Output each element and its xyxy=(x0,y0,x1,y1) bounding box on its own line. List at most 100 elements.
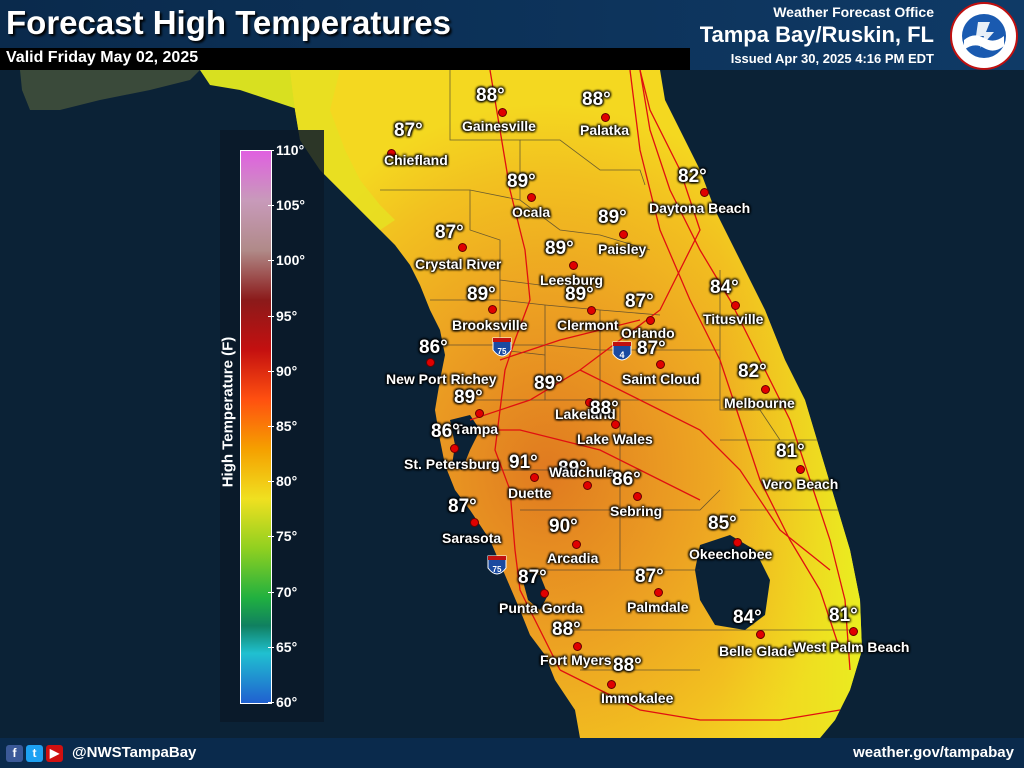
city-name: New Port Richey xyxy=(386,371,497,387)
legend-tick-label: 60° xyxy=(276,694,298,710)
city-temperature: 84° xyxy=(733,607,762,628)
legend-tick-label: 100° xyxy=(276,252,305,269)
city-marker xyxy=(607,680,616,689)
city-marker xyxy=(587,306,596,315)
city-temperature: 87° xyxy=(635,566,664,587)
city-marker xyxy=(530,473,539,482)
website-link[interactable]: weather.gov/tampabay xyxy=(853,744,1014,761)
city-marker xyxy=(470,518,479,527)
city-name: Wauchula xyxy=(549,464,615,480)
nws-logo-icon xyxy=(950,2,1018,70)
social-icons: f t ▶ xyxy=(6,745,63,763)
city-temperature: 89° xyxy=(565,284,594,305)
city-marker xyxy=(849,627,858,636)
city-temperature: 90° xyxy=(549,516,578,537)
city-marker xyxy=(654,588,663,597)
city-name: Vero Beach xyxy=(762,476,839,492)
twitter-icon[interactable]: t xyxy=(26,745,43,762)
facebook-icon[interactable]: f xyxy=(6,745,23,762)
city-marker xyxy=(601,113,610,122)
city-temperature: 89° xyxy=(598,207,627,228)
legend-title: High Temperature (F) xyxy=(219,336,237,488)
city-marker xyxy=(585,398,594,407)
interstate-75-label: 75 xyxy=(498,347,507,356)
city-temperature: 86° xyxy=(612,469,641,490)
legend-tick-label: 105° xyxy=(276,197,305,214)
city-temperature: 89° xyxy=(467,284,496,305)
city-name: Immokalee xyxy=(601,690,674,706)
city-temperature: 89° xyxy=(454,387,483,408)
city-temperature: 87° xyxy=(637,338,666,359)
city-marker xyxy=(488,305,497,314)
city-marker xyxy=(611,420,620,429)
city-temperature: 84° xyxy=(710,277,739,298)
city-marker xyxy=(527,193,536,202)
social-handle[interactable]: @NWSTampaBay xyxy=(72,744,197,761)
city-temperature: 88° xyxy=(613,655,642,676)
city-temperature: 81° xyxy=(829,605,858,626)
city-marker xyxy=(756,630,765,639)
city-temperature: 89° xyxy=(545,238,574,259)
legend-tick-label: 80° xyxy=(276,473,298,490)
city-temperature: 82° xyxy=(678,166,707,187)
legend-tick-label: 90° xyxy=(276,362,298,379)
youtube-icon[interactable]: ▶ xyxy=(46,745,63,762)
valid-date-bar xyxy=(0,48,690,70)
city-name: Okeechobee xyxy=(689,546,773,562)
legend-tick-mark xyxy=(268,315,274,317)
city-name: Chiefland xyxy=(384,152,448,168)
city-temperature: 86° xyxy=(419,337,448,358)
city-marker xyxy=(426,358,435,367)
city-marker xyxy=(498,108,507,117)
city-temperature: 86° xyxy=(431,421,460,442)
legend-tick-label: 95° xyxy=(276,307,298,324)
city-temperature: 89° xyxy=(534,373,563,394)
issued-time: Issued Apr 30, 2025 4:16 PM EDT xyxy=(730,51,934,66)
page-title: Forecast High Temperatures xyxy=(6,4,452,41)
city-marker xyxy=(569,261,578,270)
office-name: Tampa Bay/Ruskin, FL xyxy=(699,22,934,47)
legend-tick-mark xyxy=(268,591,274,593)
city-name: Palmdale xyxy=(627,599,689,615)
wfo-label: Weather Forecast Office xyxy=(773,4,934,20)
city-temperature: 87° xyxy=(625,291,654,312)
legend-tick-label: 110° xyxy=(276,142,305,158)
city-marker xyxy=(583,481,592,490)
city-marker xyxy=(646,316,655,325)
city-name: Paisley xyxy=(598,241,647,257)
legend-tick-mark xyxy=(268,481,274,483)
city-marker xyxy=(387,149,396,158)
city-name: Brooksville xyxy=(452,317,528,333)
city-marker xyxy=(796,465,805,474)
footer-bar xyxy=(0,738,1024,768)
city-name: Leesburg xyxy=(540,272,604,288)
city-temperature: 91° xyxy=(509,452,538,473)
interstate-4-label: 4 xyxy=(619,350,624,360)
city-temperature: 88° xyxy=(590,398,619,419)
forecast-map: 75 4 75 xyxy=(0,70,1024,738)
interstate-shield-75-north: 75 xyxy=(492,337,512,357)
city-name: Arcadia xyxy=(547,550,599,566)
legend-tick-label: 65° xyxy=(276,638,298,655)
city-temperature: 87° xyxy=(394,120,423,141)
city-name: Tampa xyxy=(454,421,499,437)
legend-tick-mark xyxy=(268,536,274,538)
city-marker xyxy=(633,492,642,501)
city-marker xyxy=(761,385,770,394)
legend-tick-label: 85° xyxy=(276,418,298,434)
city-name: St. Petersburg xyxy=(404,456,500,472)
interstate-75-label: 75 xyxy=(493,565,502,574)
city-name: West Palm Beach xyxy=(793,639,910,655)
legend-tick-mark xyxy=(268,205,274,207)
city-marker xyxy=(475,409,484,418)
city-marker xyxy=(619,230,628,239)
city-name: Crystal River xyxy=(415,256,502,272)
city-name: Titusville xyxy=(703,311,764,327)
city-name: Palatka xyxy=(580,122,630,138)
city-name: Belle Glade xyxy=(719,643,796,659)
legend-tick-label: 75° xyxy=(276,528,298,545)
city-name: Fort Myers xyxy=(540,652,612,668)
city-temperature: 88° xyxy=(552,619,581,640)
legend-color-bar xyxy=(240,150,272,704)
city-temperature: 85° xyxy=(708,513,737,534)
